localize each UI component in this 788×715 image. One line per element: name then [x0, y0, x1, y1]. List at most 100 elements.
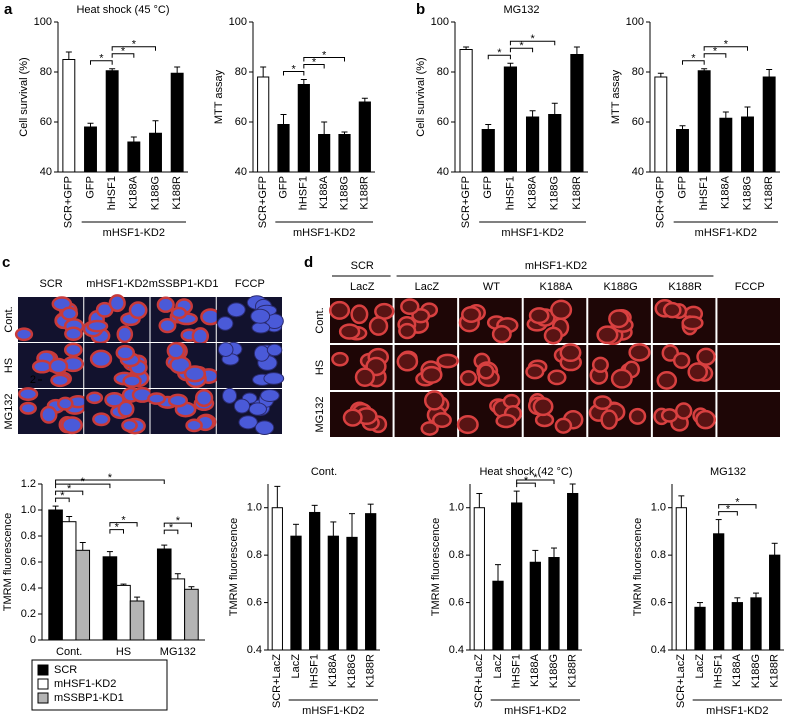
x-tick-label: Cont. — [56, 646, 82, 658]
significance-bracket — [487, 54, 511, 60]
significance-label: * — [726, 503, 731, 515]
bar — [338, 134, 351, 173]
bar — [271, 507, 283, 651]
cell — [477, 363, 495, 380]
cell — [656, 371, 678, 390]
cell — [57, 396, 74, 411]
cell — [672, 352, 691, 370]
chart-title: Heat shock (45 °C) — [76, 4, 169, 16]
panel-letter: c — [2, 254, 10, 271]
y-tick-label: 0 — [30, 634, 36, 646]
bar — [713, 533, 725, 651]
significance-bracket — [516, 482, 536, 488]
cell — [696, 347, 716, 366]
chart-title: MG132 — [503, 4, 539, 16]
y-tick-label: 1.0 — [449, 502, 464, 514]
x-tick-label: K188A — [720, 175, 732, 209]
cell — [660, 408, 679, 423]
column-label: mSSBP1-KD1 — [149, 278, 219, 290]
cell — [608, 309, 630, 329]
cell — [115, 344, 135, 361]
column-label: mHSF1-KD2 — [86, 278, 148, 290]
significance-label: * — [176, 515, 181, 527]
x-tick-label: K188G — [149, 176, 161, 210]
significance-label: * — [67, 483, 72, 495]
x-tick-label: LacZ — [694, 654, 706, 679]
x-tick-label: hHSF1 — [298, 176, 310, 210]
x-tick-label: GFP — [676, 176, 688, 199]
group-label: mHSF1-KD2 — [695, 227, 757, 239]
x-tick-label: SCR+GFP — [460, 176, 472, 228]
y-axis-label: Cell survival (%) — [415, 57, 427, 136]
cell — [342, 408, 363, 427]
bar — [116, 584, 131, 641]
y-tick-label: 60 — [40, 116, 52, 128]
y-tick-label: 60 — [235, 116, 247, 128]
cell — [128, 301, 148, 320]
significance-bracket — [718, 504, 757, 509]
cell — [432, 412, 452, 428]
cell — [354, 367, 376, 387]
bar — [676, 129, 689, 173]
group-label: mHSF1-KD2 — [525, 260, 587, 272]
bar — [570, 54, 584, 173]
cell — [628, 407, 647, 425]
y-tick-label: 0.8 — [651, 549, 666, 561]
cell — [491, 324, 512, 344]
y-tick-label: 80 — [235, 66, 247, 78]
cell — [63, 342, 83, 358]
significance-label: * — [322, 49, 327, 61]
cell — [547, 369, 567, 386]
bar — [127, 141, 141, 173]
significance-label: * — [519, 40, 524, 52]
significance-bracket — [109, 529, 124, 534]
y-tick-label: 40 — [235, 166, 247, 178]
row-label: Cont. — [3, 306, 15, 332]
significance-bracket — [682, 60, 705, 65]
cell — [331, 351, 349, 367]
y-tick-label: 100 — [34, 16, 52, 28]
legend-label: mSSBP1-KD1 — [54, 692, 124, 704]
cell — [681, 315, 704, 331]
bar — [719, 117, 733, 173]
panel-letter: a — [4, 1, 13, 18]
cell — [525, 364, 545, 380]
significance-bracket — [55, 490, 84, 496]
y-tick-label: 0.6 — [651, 596, 666, 608]
column-label: SCR — [40, 278, 63, 290]
legend-label: SCR — [54, 664, 77, 676]
significance-label: * — [115, 522, 120, 534]
group-label: mHSF1-KD2 — [706, 705, 768, 715]
x-tick-label: hHSF1 — [511, 654, 523, 688]
significance-bracket — [55, 479, 165, 484]
x-tick-label: HS — [116, 646, 131, 658]
bar — [365, 513, 377, 651]
micrograph — [717, 392, 780, 437]
significance-label: * — [121, 46, 126, 58]
column-label: LacZ — [415, 281, 440, 293]
cell — [167, 393, 188, 408]
y-tick-label: 80 — [632, 66, 644, 78]
y-tick-label: 0.8 — [449, 549, 464, 561]
chart-title: Cont. — [311, 466, 337, 478]
x-tick-label: K188A — [731, 653, 743, 687]
y-tick-label: 100 — [626, 16, 644, 28]
cell — [191, 327, 210, 346]
cell — [250, 308, 271, 324]
row-label: HS — [314, 360, 326, 375]
y-tick-label: 0.8 — [21, 530, 36, 542]
panel-letter: b — [416, 1, 425, 18]
y-tick-label: 0.4 — [449, 644, 464, 656]
significance-bracket — [509, 47, 534, 53]
x-tick-label: K188R — [365, 654, 377, 688]
cell — [238, 415, 258, 430]
x-tick-label: SCR+LacZ — [675, 654, 687, 708]
cell — [61, 416, 83, 435]
bar — [184, 588, 199, 641]
bar — [156, 548, 172, 641]
significance-bracket — [703, 53, 727, 58]
significance-label: * — [724, 39, 729, 51]
cell — [86, 319, 109, 333]
cell — [200, 308, 221, 326]
y-tick-label: 100 — [229, 16, 247, 28]
